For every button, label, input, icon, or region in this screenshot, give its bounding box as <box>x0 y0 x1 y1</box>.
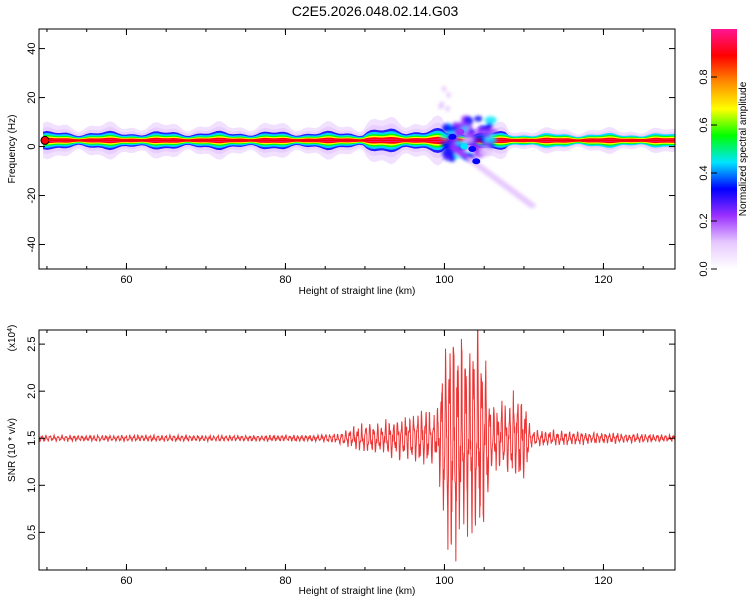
snr-axes: 60 80 100 120 0.5 1.0 1.5 2.0 2.5 <box>26 330 675 587</box>
spectrogram-y-tick-label: -40 <box>26 237 38 253</box>
burst-blob <box>469 129 476 134</box>
burst-blob <box>483 137 494 143</box>
colorbar-bar <box>711 29 737 269</box>
colorbar-label: Normalized spectral amplitude <box>738 81 749 216</box>
spectrogram-y-tick-label: 40 <box>26 42 38 54</box>
burst-blob <box>462 137 474 143</box>
burst-blob <box>473 115 483 122</box>
spectrogram-y-tick-label: 20 <box>26 91 38 103</box>
spectrogram-y-axis-label: Frequency (Hz) <box>7 115 18 184</box>
spectrogram-chirp-tail <box>448 143 536 209</box>
burst-blob <box>443 125 458 132</box>
burst-core <box>460 143 469 150</box>
spectrogram-content <box>40 86 675 209</box>
spectrogram-x-tick-label: 60 <box>120 274 132 286</box>
snr-y-tick-label: 2.0 <box>26 384 38 399</box>
burst-core <box>456 128 465 135</box>
snr-multiplier-base: (x10 <box>7 331 18 351</box>
burst-upper-blob <box>445 105 451 112</box>
burst-core <box>448 133 457 140</box>
spectrogram-burst <box>438 86 498 162</box>
burst-upper-blob <box>438 102 444 109</box>
burst-blob <box>474 133 486 140</box>
snr-x-tick-label: 80 <box>279 575 291 587</box>
spectrogram-frame <box>38 28 676 270</box>
spectrogram-y-tick-label: 0 <box>26 143 38 149</box>
snr-content <box>39 330 675 562</box>
burst-core <box>472 158 481 165</box>
colorbar-tick-label: 0.6 <box>698 117 710 132</box>
snr-multiplier-close: ) <box>7 325 18 328</box>
spectrogram-x-tick-label: 120 <box>594 274 612 286</box>
snr-y-tick-label: 2.5 <box>26 336 38 351</box>
spectrogram-axes: 60 80 100 120 -40 -20 0 20 40 <box>26 29 675 286</box>
snr-multiplier-label: (x104) <box>7 325 19 352</box>
snr-y-tick-label: 1.0 <box>26 478 38 493</box>
burst-blob <box>441 148 456 158</box>
colorbar-tick-label: 0.8 <box>698 69 710 84</box>
burst-upper-blob <box>441 86 447 93</box>
colorbar-tick-label: 0.4 <box>698 165 710 180</box>
snr-series-line <box>39 330 675 562</box>
snr-x-tick-label: 100 <box>435 575 453 587</box>
snr-x-axis-label: Height of straight line (km) <box>299 586 416 597</box>
spectrogram-x-axis-label: Height of straight line (km) <box>299 286 416 297</box>
snr-frame <box>38 329 676 571</box>
colorbar-tick-label: 0.0 <box>698 261 710 276</box>
burst-blob <box>479 146 493 157</box>
snr-x-tick-label: 60 <box>120 575 132 587</box>
snr-y-tick-label: 0.5 <box>26 525 38 540</box>
burst-blob <box>458 120 468 128</box>
snr-y-axis-label: SNR (10 * v/v) <box>7 418 18 482</box>
burst-upper-blob <box>446 91 452 98</box>
figure-title: C2E5.2026.048.02.14.G03 <box>292 3 459 19</box>
spectrogram-carrier-band <box>40 115 675 166</box>
snr-y-tick-label: 1.5 <box>26 431 38 446</box>
snr-panel: 60 80 100 120 0.5 1.0 1.5 2.0 2.5 Height of stra… <box>7 325 676 597</box>
spectrogram-x-tick-label: 100 <box>435 274 453 286</box>
spectrogram-x-tick-label: 80 <box>279 274 291 286</box>
burst-core <box>468 146 477 152</box>
snr-multiplier-exp: 4 <box>7 328 14 332</box>
burst-blob <box>484 116 497 125</box>
colorbar: 0.0 0.2 0.4 0.6 0.8 Normalized spectral ampl… <box>698 29 749 277</box>
snr-x-tick-label: 120 <box>594 575 612 587</box>
colorbar-tick-label: 0.2 <box>698 213 710 228</box>
burst-blob <box>478 125 492 130</box>
burst-blob <box>482 142 491 147</box>
colorbar-ticks: 0.0 0.2 0.4 0.6 0.8 <box>698 69 717 277</box>
spectrogram-panel: 60 80 100 120 -40 -20 0 20 40 Height of straight… <box>7 28 676 297</box>
spectrogram-y-tick-label: -20 <box>26 188 38 204</box>
chirp-blob <box>527 202 536 209</box>
